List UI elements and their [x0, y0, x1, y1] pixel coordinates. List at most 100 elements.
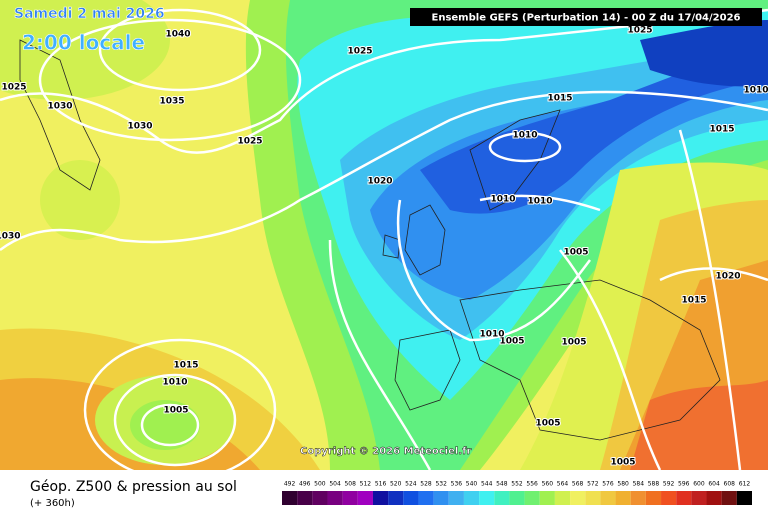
legend-label: 496 — [299, 481, 311, 488]
legend-swatch — [509, 491, 525, 505]
legend-label: 504 — [329, 481, 341, 488]
legend-swatch — [706, 491, 722, 505]
isobar-label: 1005 — [163, 406, 188, 416]
isobar-label: 1025 — [237, 137, 262, 147]
isobar-label: 1025 — [627, 26, 652, 36]
isobar-label: 1005 — [499, 337, 524, 347]
isobar-label: 1010 — [162, 378, 187, 388]
isobar-label: 1010 — [512, 131, 537, 141]
isobar-label: 1005 — [535, 419, 560, 429]
legend-swatch — [721, 491, 737, 505]
map-date: Samedi 2 mai 2026 — [14, 6, 165, 22]
isobar-label: 1020 — [715, 272, 740, 282]
legend-swatch — [615, 491, 631, 505]
legend-swatch — [539, 491, 555, 505]
legend-swatch — [600, 491, 616, 505]
legend-label: 592 — [663, 481, 675, 488]
isobar-label: 1015 — [547, 94, 572, 104]
lead-time: (+ 360h) — [30, 498, 75, 509]
local-time: 2:00 locale — [22, 31, 145, 55]
color-legend: 492 496 500 504 508 512 516 520 524 528 532 536 540 5… — [282, 481, 752, 505]
legend-swatch — [630, 491, 646, 505]
isobar-label: 1035 — [159, 97, 184, 107]
legend-swatch — [479, 491, 495, 505]
legend-label: 548 — [496, 481, 508, 488]
legend-label: 500 — [314, 481, 326, 488]
legend-swatch — [736, 491, 752, 505]
legend-swatch — [494, 491, 510, 505]
isobar-label: 1040 — [165, 30, 190, 40]
legend-label: 492 — [284, 481, 296, 488]
legend-swatch — [312, 491, 328, 505]
isobar-label: 1005 — [563, 248, 588, 258]
legend-swatch — [372, 491, 389, 505]
legend-swatch — [433, 491, 449, 505]
legend-label: 528 — [420, 481, 432, 488]
model-banner — [410, 8, 762, 26]
legend-label: 524 — [405, 481, 417, 488]
legend-label: 540 — [466, 481, 478, 488]
isobar-label: 1030 — [127, 122, 152, 132]
legend-label: 596 — [678, 481, 690, 488]
legend-swatch — [463, 491, 480, 505]
copyright: Copyright © 2026 Meteociel.fr — [300, 446, 471, 457]
legend-label: 600 — [693, 481, 705, 488]
legend-label: 516 — [375, 481, 387, 488]
legend-label: 544 — [481, 481, 493, 488]
isobar-label: 1025 — [1, 83, 26, 93]
model-info: Ensemble GEFS (Perturbation 14) - 00 Z d… — [432, 13, 741, 24]
isobar-label: 1005 — [610, 458, 635, 468]
legend-label: 568 — [572, 481, 584, 488]
legend-swatch — [570, 491, 586, 505]
isobar-label: 1010 — [490, 195, 515, 205]
legend-swatch — [327, 491, 343, 505]
legend-swatch — [676, 491, 692, 505]
legend-swatch — [282, 491, 298, 505]
legend-swatch — [448, 491, 464, 505]
footer-title: Géop. Z500 & pression au sol — [30, 479, 237, 495]
legend-swatch — [554, 491, 571, 505]
isobar-label: 1025 — [347, 47, 372, 57]
isobar-label: 1015 — [173, 361, 198, 371]
legend-label: 612 — [739, 481, 751, 488]
legend-label: 564 — [557, 481, 569, 488]
isobar-label: 1010 — [743, 86, 768, 96]
isobar-label: 1020 — [367, 177, 392, 187]
legend-label: 584 — [633, 481, 645, 488]
legend-label: 560 — [542, 481, 554, 488]
legend-label: 552 — [511, 481, 523, 488]
isobar-label: 1015 — [681, 296, 706, 306]
legend-label: 520 — [390, 481, 402, 488]
legend-label: 608 — [724, 481, 736, 488]
isobars — [0, 8, 768, 482]
geopotential-field — [0, 0, 768, 470]
legend-swatch — [691, 491, 707, 505]
legend-label: 536 — [451, 481, 463, 488]
legend-label: 604 — [708, 481, 720, 488]
legend-label: 512 — [360, 481, 372, 488]
legend-swatch — [403, 491, 419, 505]
isobar-label: 1015 — [709, 125, 734, 135]
legend-label: 588 — [648, 481, 660, 488]
legend-swatch — [357, 491, 373, 505]
isobar-label: 1030 — [47, 102, 72, 112]
legend-swatch — [342, 491, 358, 505]
legend-label: 576 — [602, 481, 614, 488]
legend-swatch — [585, 491, 601, 505]
isobar-labels: 1040 1035 1030 1030 1025 1030 1025 1025 1020 1015… — [0, 25, 768, 469]
legend-label: 580 — [617, 481, 629, 488]
legend-swatch — [645, 491, 662, 505]
legend-swatch — [661, 491, 677, 505]
legend-swatch — [524, 491, 540, 505]
legend-label: 532 — [435, 481, 447, 488]
legend-label: 508 — [344, 481, 356, 488]
legend-label: 572 — [587, 481, 599, 488]
legend-swatch — [418, 491, 434, 505]
legend-swatch — [297, 491, 313, 505]
legend-label: 556 — [526, 481, 538, 488]
isobar-label: 1005 — [561, 338, 586, 348]
isobar-label: 1030 — [0, 232, 21, 242]
isobar-label: 1010 — [479, 330, 504, 340]
